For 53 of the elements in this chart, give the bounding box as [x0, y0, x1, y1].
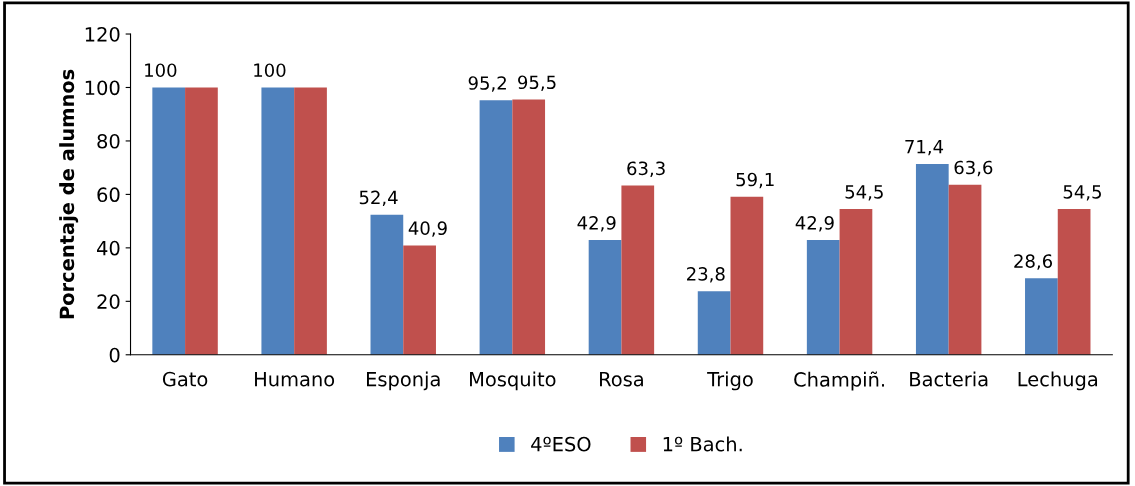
bar: [479, 100, 513, 355]
y-tick-label: 20: [97, 294, 120, 309]
legend-label: 4ºESO: [531, 436, 591, 452]
bar: [730, 196, 764, 355]
data-label: 42,9: [795, 216, 834, 232]
data-label: 63,6: [954, 160, 993, 177]
bar: [915, 163, 949, 355]
legend-label: 1º Bach.: [663, 436, 742, 452]
x-tick-label: Humano: [255, 372, 335, 387]
bar: [1057, 209, 1091, 355]
bar: [948, 184, 982, 355]
data-label: 52,4: [359, 190, 398, 207]
y-tick-label: 100: [85, 80, 120, 96]
bar: [261, 87, 295, 355]
bar: [588, 240, 622, 355]
data-label: 40,9: [408, 221, 447, 237]
x-tick-label: Mosquito: [470, 371, 556, 391]
bar: [839, 209, 873, 355]
bar: [152, 87, 186, 355]
data-label: 42,9: [577, 216, 616, 232]
bar: [697, 291, 731, 355]
x-tick-label: Esponja: [367, 371, 440, 391]
bar: [806, 240, 840, 355]
y-tick-label: 120: [85, 26, 120, 42]
data-label: 63,3: [627, 161, 665, 177]
data-label: 59,1: [736, 172, 774, 189]
data-label: 28,6: [1014, 254, 1053, 270]
y-tick-label: 80: [97, 133, 120, 149]
data-label: 100: [254, 63, 286, 78]
x-tick-label: Champiñ.: [794, 371, 884, 391]
bar: [1025, 278, 1058, 355]
x-tick-label: Rosa: [600, 372, 643, 387]
bar: [294, 87, 327, 355]
x-tick-label: Bacteria: [910, 371, 988, 387]
bar: [621, 185, 655, 355]
y-tick-label: 0: [109, 347, 120, 363]
bar: [370, 214, 404, 355]
x-tick-label: Gato: [162, 371, 208, 387]
data-label: 54,5: [1063, 185, 1101, 201]
x-tick-label: Trigo: [707, 371, 753, 391]
data-label: 54,5: [845, 185, 883, 201]
bar: [512, 99, 546, 355]
data-label: 23,8: [687, 267, 725, 283]
y-tick-label: 60: [97, 187, 120, 203]
data-label: 100: [145, 63, 177, 78]
x-tick-label: Lechuga: [1018, 371, 1098, 391]
data-label: 71,4: [905, 140, 944, 156]
bar: [185, 87, 218, 355]
y-tick-label: 40: [97, 240, 120, 256]
data-label: 95,5: [518, 75, 556, 91]
y-axis-title: Porcentaje de alumnos: [59, 69, 79, 319]
bar: [403, 245, 436, 355]
data-label: 95,2: [468, 76, 506, 92]
